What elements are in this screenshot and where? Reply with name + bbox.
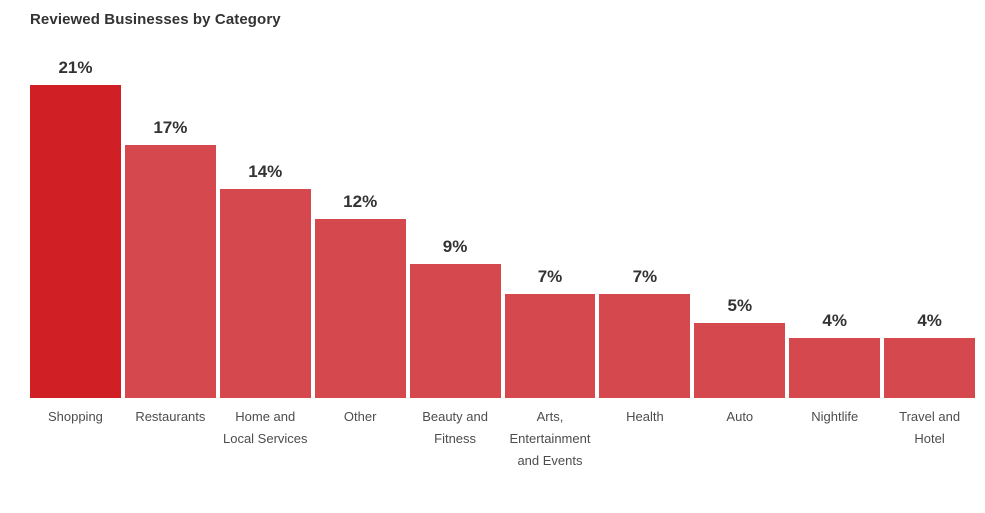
bar-value-label: 9% xyxy=(442,237,468,256)
bar-column-auto: 5% xyxy=(694,296,786,398)
bar-beauty-and-fitness xyxy=(409,264,501,398)
bar-column-nightlife: 4% xyxy=(789,311,881,398)
chart-title: Reviewed Businesses by Category xyxy=(30,11,281,28)
x-axis-label-home-and-local-services: Home and Local Services xyxy=(222,409,308,446)
bar-health xyxy=(599,294,691,398)
bar-value-label: 7% xyxy=(537,267,563,286)
bar-column-home-and-local-services: 14% xyxy=(219,162,311,398)
bar-value-label: 5% xyxy=(727,296,753,315)
bar-auto xyxy=(694,323,786,398)
x-axis-label-restaurants: Restaurants xyxy=(135,409,206,424)
bar-value-label: 4% xyxy=(822,311,847,330)
bar-other xyxy=(314,219,406,398)
bar-column-arts-entertainment-and-events: 7% xyxy=(504,267,596,398)
x-axis-label-shopping: Shopping xyxy=(47,409,103,424)
x-axis-label-beauty-and-fitness: Beauty and Fitness xyxy=(422,409,488,446)
x-axis-label-health: Health xyxy=(626,409,664,424)
bar-restaurants xyxy=(124,145,216,398)
bar-nightlife xyxy=(789,338,881,398)
bar-value-label: 17% xyxy=(153,118,188,137)
bar-arts-entertainment-and-events xyxy=(504,294,596,398)
x-axis-label-auto: Auto xyxy=(726,409,754,424)
bar-column-shopping: 21% xyxy=(30,58,121,398)
x-axis-labels: Shopping Restaurants Home and Local Servic… xyxy=(30,406,975,472)
bar-column-travel-and-hotel: 4% xyxy=(884,311,976,398)
bar-value-label: 7% xyxy=(632,267,658,286)
bar-value-label: 12% xyxy=(343,192,378,211)
bar-value-label: 14% xyxy=(248,162,283,181)
bar-home-and-local-services xyxy=(219,189,311,398)
x-axis-label-travel-and-hotel: Travel and Hotel xyxy=(899,409,961,446)
x-axis-label-nightlife: Nightlife xyxy=(811,409,859,424)
bar-value-label: 21% xyxy=(58,58,93,77)
bar-chart-plot-area: 21% 17% 14% 12% 9% 7% 7% 5% 4% 4% xyxy=(30,0,976,398)
bar-column-other: 12% xyxy=(314,192,406,398)
bar-shopping xyxy=(30,85,121,398)
bar-column-beauty-and-fitness: 9% xyxy=(409,237,501,398)
x-axis-label-arts-entertainment-and-events: Arts, Entertainment and Events xyxy=(509,409,591,468)
x-axis-label-other: Other xyxy=(343,409,377,424)
bar-column-health: 7% xyxy=(599,267,691,398)
bar-column-restaurants: 17% xyxy=(124,118,216,398)
bar-travel-and-hotel xyxy=(884,338,976,398)
bar-value-label: 4% xyxy=(917,311,942,330)
